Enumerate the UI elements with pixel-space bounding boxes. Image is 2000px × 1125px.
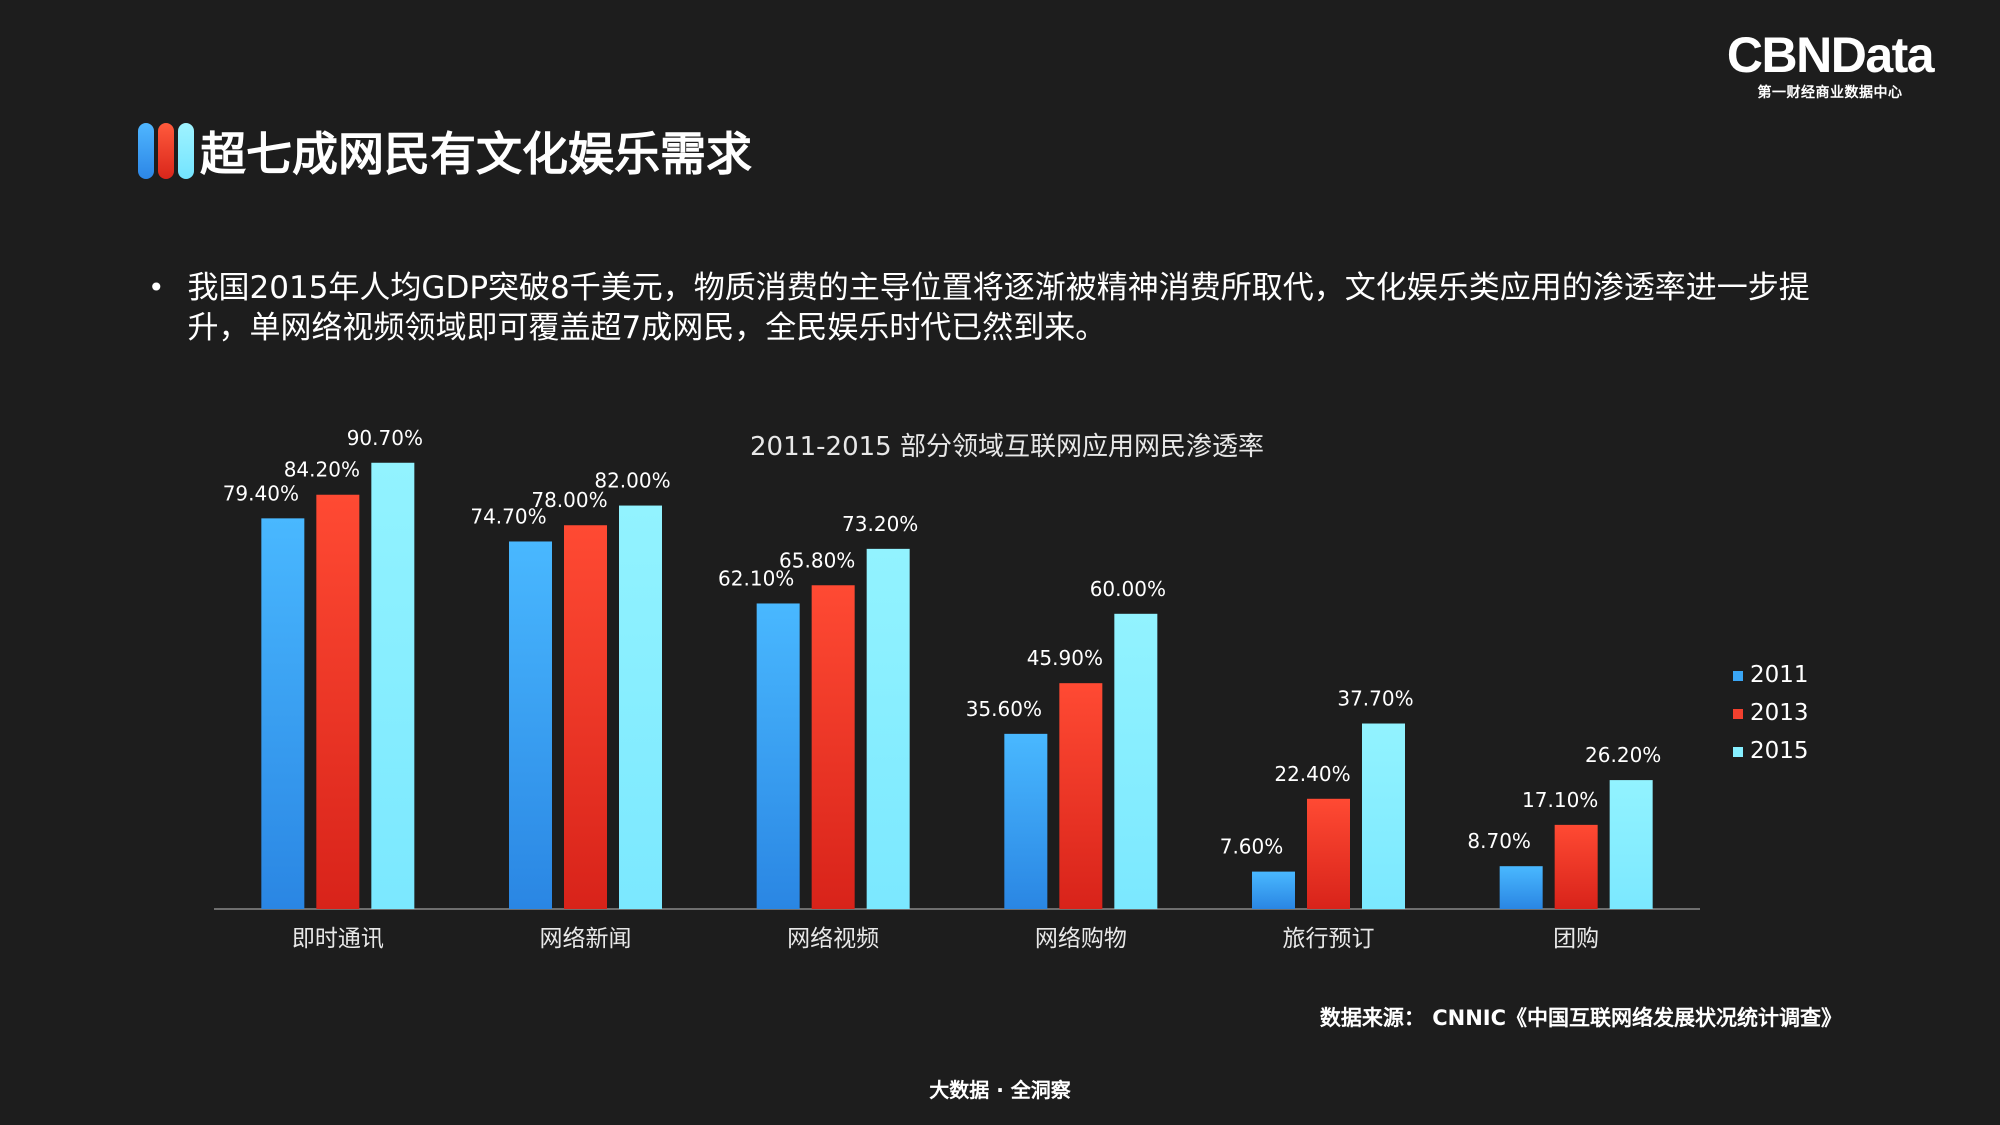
data-source: 数据来源： CNNIC《中国互联网络发展状况统计调查》 <box>1319 1006 1842 1030</box>
bar-2013-5 <box>1554 824 1598 909</box>
legend-label-2015: 2015 <box>1750 738 1809 764</box>
data-label-2011-4: 7.60% <box>1220 835 1284 859</box>
bullet-text: 我国2015年人均GDP突破8千美元，物质消费的主导位置将逐渐被精神消费所取代，… <box>187 270 1810 346</box>
title-accent-icon <box>138 123 194 179</box>
data-label-2013-5: 17.10% <box>1522 788 1598 812</box>
data-label-2013-3: 45.90% <box>1027 646 1103 670</box>
data-label-2011-3: 35.60% <box>966 697 1042 721</box>
x-tick-label-1: 网络新闻 <box>540 926 632 952</box>
x-tick-label-4: 旅行预订 <box>1283 926 1375 952</box>
data-label-2013-1: 78.00% <box>531 488 607 512</box>
bar-2011-2 <box>756 603 800 909</box>
accent-pill-red <box>158 123 174 179</box>
brand-name: CBNData <box>1726 27 1935 83</box>
page-header: 超七成网民有文化娱乐需求 <box>138 118 752 184</box>
chart-title: 2011-2015 部分领域互联网应用网民渗透率 <box>750 432 1264 462</box>
data-label-2015-0: 90.70% <box>347 426 423 450</box>
legend-label-2011: 2011 <box>1750 662 1809 688</box>
bar-2011-0 <box>261 518 305 909</box>
data-label-2015-3: 60.00% <box>1090 577 1166 601</box>
data-label-2011-5: 8.70% <box>1467 829 1531 853</box>
bar-2011-1 <box>509 541 552 909</box>
data-label-2011-1: 74.70% <box>470 504 546 528</box>
bar-2013-2 <box>811 585 855 909</box>
data-label-2015-5: 26.20% <box>1585 743 1661 767</box>
bar-2015-1 <box>619 505 662 909</box>
bar-2011-3 <box>1004 733 1048 909</box>
bar-2015-3 <box>1114 613 1158 909</box>
legend-swatch-2013 <box>1733 709 1743 719</box>
bullet-point: • 我国2015年人均GDP突破8千美元，物质消费的主导位置将逐渐被精神消费所取… <box>148 268 1848 348</box>
brand-tagline: 第一财经商业数据中心 <box>1757 85 1903 101</box>
legend-swatch-2015 <box>1733 747 1743 757</box>
data-label-2011-0: 79.40% <box>223 481 299 505</box>
accent-pill-blue <box>138 123 154 179</box>
x-tick-label-0: 即时通讯 <box>292 926 384 952</box>
bar-2013-0 <box>316 494 360 909</box>
x-tick-label-3: 网络购物 <box>1035 926 1127 952</box>
bar-2013-4 <box>1307 798 1350 909</box>
data-label-2015-2: 73.20% <box>842 512 918 536</box>
brand-logo: CBNData 第一财经商业数据中心 <box>1715 28 1945 102</box>
bar-2015-4 <box>1362 723 1405 909</box>
bar-2015-2 <box>866 548 910 909</box>
bar-2013-3 <box>1059 683 1103 909</box>
data-label-2013-2: 65.80% <box>779 548 855 572</box>
bar-2011-5 <box>1499 866 1543 909</box>
bar-2015-5 <box>1609 780 1653 909</box>
data-label-2013-4: 22.40% <box>1274 762 1350 786</box>
x-tick-label-5: 团购 <box>1553 926 1599 952</box>
data-label-2015-4: 37.70% <box>1337 687 1413 711</box>
accent-pill-cyan <box>178 123 194 179</box>
data-label-2015-1: 82.00% <box>594 469 670 493</box>
legend-label-2013: 2013 <box>1750 700 1809 726</box>
bullet-dot-icon: • <box>148 271 165 304</box>
data-label-2013-0: 84.20% <box>284 458 360 482</box>
legend-swatch-2011 <box>1733 671 1743 681</box>
bar-2015-0 <box>371 462 415 909</box>
x-tick-label-2: 网络视频 <box>787 926 879 952</box>
data-label-2011-2: 62.10% <box>718 566 794 590</box>
page-title: 超七成网民有文化娱乐需求 <box>200 127 752 181</box>
bar-2011-4 <box>1252 871 1295 909</box>
bar-2013-1 <box>564 525 607 909</box>
footer-slogan: 大数据 · 全洞察 <box>929 1078 1071 1102</box>
